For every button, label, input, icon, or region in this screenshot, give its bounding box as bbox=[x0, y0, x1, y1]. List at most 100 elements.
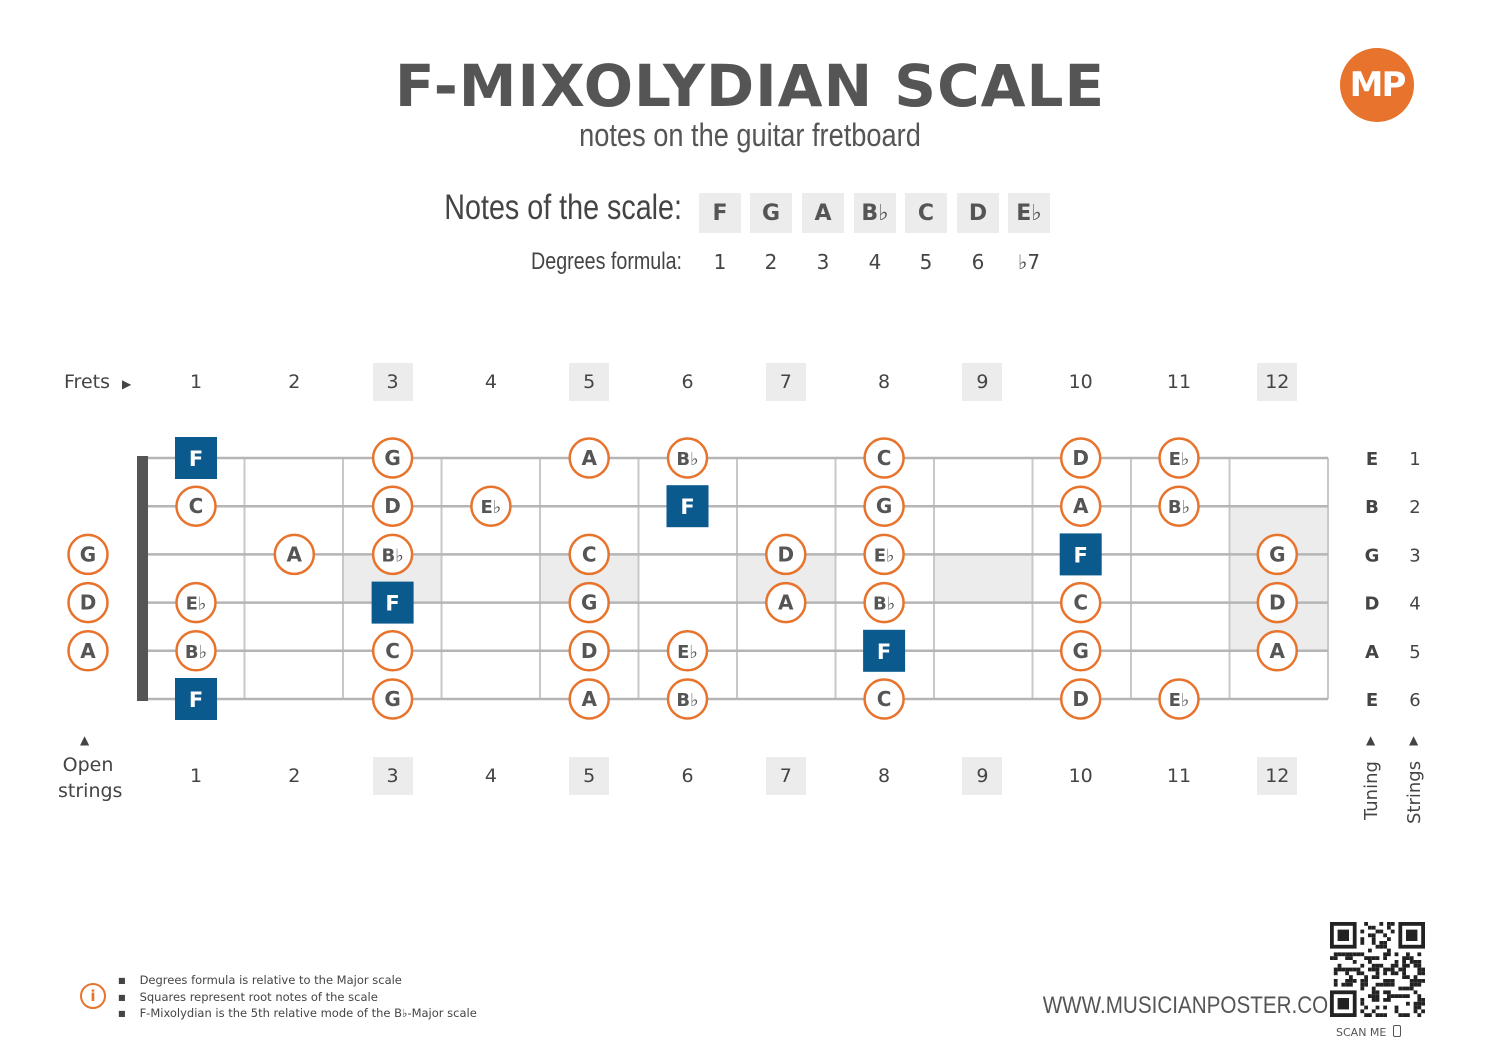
note-circle bbox=[273, 533, 316, 576]
note-circle bbox=[371, 437, 414, 479]
root-note-label: F bbox=[189, 688, 203, 712]
note-circle bbox=[666, 437, 709, 479]
fret-marker-shade bbox=[934, 554, 1033, 603]
triangle-up-icon: ▲ bbox=[80, 733, 90, 747]
phone-icon bbox=[1392, 1025, 1401, 1037]
note-label: D bbox=[581, 639, 598, 663]
note-label: G bbox=[876, 494, 892, 518]
note-label: C bbox=[877, 687, 892, 711]
triangle-right-icon: ▶ bbox=[122, 377, 132, 391]
footnote-item: Degrees formula is relative to the Major… bbox=[118, 973, 477, 990]
open-strings-label: Open strings bbox=[58, 754, 123, 802]
fret-number: 1 bbox=[189, 765, 203, 787]
note-circle bbox=[1059, 678, 1102, 720]
fret-number: 12 bbox=[1257, 757, 1298, 795]
note-label: B♭ bbox=[873, 594, 895, 615]
note-label: E♭ bbox=[481, 497, 502, 518]
note-label: E♭ bbox=[677, 642, 698, 663]
page-title: F-MIXOLYDIAN SCALE bbox=[394, 52, 1106, 120]
frets-label: Frets ▶ bbox=[64, 371, 132, 393]
note-circle bbox=[568, 533, 610, 576]
root-note-label: F bbox=[385, 592, 399, 616]
note-label: A bbox=[1073, 494, 1089, 518]
website-link[interactable]: WWW.MUSICIANPOSTER.COM bbox=[1042, 992, 1346, 1019]
root-note-label: F bbox=[877, 640, 891, 664]
notes-of-scale-label: Notes of the scale: bbox=[444, 188, 682, 227]
fret-number: 6 bbox=[681, 371, 694, 393]
fret-number: 9 bbox=[962, 757, 1003, 795]
note-label: A bbox=[287, 542, 303, 566]
note-circle bbox=[765, 581, 807, 624]
scale-note: G bbox=[750, 193, 792, 233]
fret-number: 7 bbox=[765, 363, 806, 401]
string-number: 4 bbox=[1409, 594, 1420, 615]
note-circle bbox=[470, 485, 512, 527]
fret-number: 2 bbox=[288, 765, 301, 787]
fret-number: 1 bbox=[189, 371, 203, 393]
note-label: D bbox=[384, 494, 401, 518]
note-circle bbox=[1158, 437, 1200, 479]
note-label: B♭ bbox=[185, 642, 207, 663]
root-note-square bbox=[863, 629, 906, 672]
note-label: A bbox=[1270, 639, 1286, 663]
note-circle bbox=[1059, 581, 1102, 624]
root-note-square bbox=[175, 678, 217, 720]
note-circle bbox=[1256, 581, 1299, 624]
note-circle bbox=[67, 581, 109, 624]
tuning-note: E bbox=[1366, 690, 1378, 711]
note-circle bbox=[1158, 678, 1200, 720]
note-circle bbox=[371, 533, 414, 576]
note-circle bbox=[175, 630, 217, 672]
fret-number: 8 bbox=[878, 371, 891, 393]
scale-note: E♭ bbox=[1008, 193, 1050, 233]
scale-note: D bbox=[957, 193, 999, 233]
note-label: A bbox=[80, 639, 96, 663]
note-label: D bbox=[80, 591, 97, 615]
fret-number: 7 bbox=[765, 757, 806, 795]
note-label: E♭ bbox=[1169, 449, 1190, 470]
root-note-label: F bbox=[1074, 543, 1088, 567]
footnote-item: F-Mixolydian is the 5th relative mode of… bbox=[118, 1006, 477, 1023]
fret-number: 11 bbox=[1166, 371, 1192, 393]
note-circle bbox=[67, 630, 109, 672]
note-label: C bbox=[385, 639, 400, 663]
note-label: A bbox=[778, 591, 794, 615]
qr-code[interactable] bbox=[1330, 922, 1425, 1017]
guitar-nut bbox=[137, 456, 148, 701]
note-circle bbox=[863, 581, 905, 624]
string-number: 6 bbox=[1409, 690, 1420, 711]
footnotes: Degrees formula is relative to the Major… bbox=[118, 973, 477, 1023]
tuning-note: E bbox=[1366, 449, 1378, 470]
scale-note: A bbox=[802, 193, 844, 233]
info-icon: i bbox=[80, 983, 106, 1009]
note-circle bbox=[371, 485, 414, 527]
note-circle bbox=[568, 581, 610, 624]
note-label: G bbox=[581, 591, 597, 615]
page-subtitle: notes on the guitar fretboard bbox=[579, 117, 921, 153]
note-label: A bbox=[581, 446, 597, 470]
note-label: B♭ bbox=[381, 545, 403, 566]
root-note-label: F bbox=[680, 495, 694, 519]
note-circle bbox=[568, 437, 610, 479]
string-number: 2 bbox=[1409, 497, 1420, 518]
strings-label: Strings bbox=[1404, 760, 1425, 824]
note-label: D bbox=[1072, 446, 1089, 470]
fret-number: 6 bbox=[681, 765, 694, 787]
note-circle bbox=[1059, 485, 1102, 527]
scale-degree: 4 bbox=[868, 250, 882, 274]
note-label: C bbox=[582, 542, 597, 566]
root-note-square bbox=[1059, 533, 1102, 576]
note-circle bbox=[1059, 437, 1102, 479]
note-label: A bbox=[581, 687, 597, 711]
note-circle bbox=[1059, 630, 1102, 672]
fret-number: 5 bbox=[569, 757, 610, 795]
note-label: E♭ bbox=[1169, 690, 1190, 711]
note-circle bbox=[863, 437, 905, 479]
root-note-square bbox=[666, 485, 709, 528]
brand-logo[interactable]: MP bbox=[1340, 48, 1414, 122]
note-label: B♭ bbox=[676, 449, 698, 470]
fret-number: 10 bbox=[1068, 765, 1093, 787]
note-circle bbox=[175, 485, 217, 527]
note-label: G bbox=[80, 542, 96, 566]
note-label: E♭ bbox=[186, 594, 207, 615]
